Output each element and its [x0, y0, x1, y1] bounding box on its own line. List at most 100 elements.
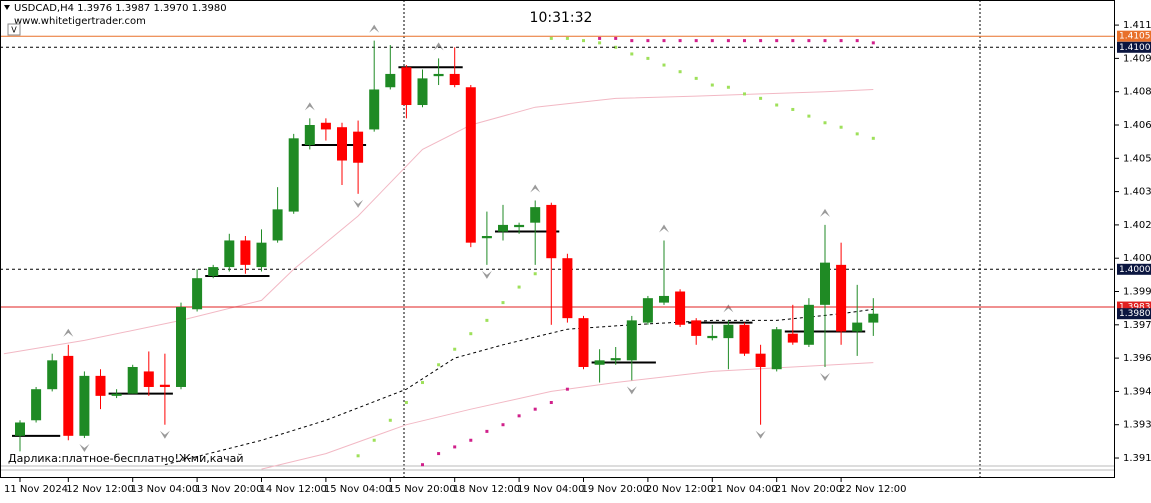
fractal-up: [369, 24, 380, 33]
y-tick-label: 1.3960: [1123, 353, 1151, 364]
candle-body: [659, 295, 669, 303]
price-box-label: 1.3983: [1119, 303, 1151, 313]
price-box: [1117, 301, 1151, 313]
y-tick-label: 1.3945: [1123, 386, 1151, 397]
fractal-up: [63, 328, 74, 337]
candle-body: [127, 366, 138, 394]
x-tick-label: 15 Nov 20:00: [388, 484, 455, 495]
price-box: [1117, 41, 1151, 53]
sar-dot: [775, 39, 779, 43]
plot-area: [0, 24, 1115, 470]
sar-dot: [662, 39, 666, 43]
sar-dot: [614, 45, 618, 49]
candle-body: [820, 262, 830, 305]
sar-dot: [855, 132, 859, 136]
candle-body: [385, 73, 396, 88]
price-box-label: 1.4105: [1119, 32, 1151, 42]
candle-body: [143, 371, 154, 387]
candle-body: [240, 240, 251, 265]
candle-body: [31, 389, 42, 421]
candle-body: [15, 422, 25, 436]
candle-body: [337, 127, 347, 161]
x-tick-label: 19 Nov 04:00: [517, 484, 584, 495]
candle-body: [256, 242, 267, 268]
sar-dot: [823, 39, 827, 43]
sar-dot: [646, 56, 650, 60]
sar-dot: [437, 363, 441, 367]
sar-dot: [549, 401, 553, 405]
candle-body: [47, 360, 58, 390]
button-icon: V: [11, 26, 17, 35]
collapse-icon[interactable]: [4, 5, 10, 10]
sar-dot: [630, 39, 634, 43]
price-box-label: 1.3980: [1119, 309, 1151, 319]
candle-body: [546, 204, 557, 259]
candle-body: [304, 124, 315, 145]
sar-dot: [759, 39, 763, 43]
sar-dot: [533, 407, 537, 411]
candle-body: [675, 291, 686, 325]
candle-body: [803, 304, 814, 345]
sar-dot: [453, 445, 457, 449]
sar-dot: [437, 452, 441, 456]
x-tick-label: 19 Nov 20:00: [582, 484, 649, 495]
sar-dot: [791, 39, 795, 43]
sar-dot: [421, 463, 424, 467]
fractal-up: [304, 102, 315, 111]
sar-dot: [855, 39, 859, 43]
sar-dot: [565, 387, 569, 391]
sar-dot: [839, 125, 843, 129]
candle-body: [642, 298, 653, 323]
candle-body: [95, 375, 106, 396]
sar-dot: [871, 136, 875, 140]
y-tick-label: 1.4020: [1123, 220, 1151, 231]
candle-body: [868, 313, 879, 323]
x-tick-label: 20 Nov 12:00: [646, 484, 713, 495]
candle-body: [626, 320, 637, 361]
fractal-down: [159, 430, 170, 439]
sar-dot: [759, 96, 763, 100]
y-tick-label: 1.4080: [1123, 87, 1151, 98]
plot-frame: [0, 0, 1115, 478]
candle-body: [111, 393, 122, 396]
x-tick-label: 21 Nov 04:00: [710, 484, 777, 495]
chart-subtitle: www.whitetigertrader.com: [14, 16, 146, 27]
one-click-button[interactable]: [7, 23, 21, 36]
candle-body: [192, 278, 203, 310]
candle-body: [578, 318, 589, 367]
candle-body: [465, 87, 476, 243]
sar-dot: [598, 41, 602, 45]
y-tick-label: 1.3975: [1123, 320, 1151, 331]
clock: 10:31:32: [530, 10, 593, 26]
candle-body: [481, 236, 492, 239]
fractal-down: [79, 444, 90, 453]
sar-dot: [517, 414, 521, 418]
sar-dot: [404, 401, 408, 405]
candle-body: [498, 224, 508, 232]
candle-body: [594, 360, 605, 365]
chart-title: USDCAD,H4 1.3976 1.3987 1.3970 1.3980: [14, 3, 227, 14]
fractal-up: [723, 304, 734, 313]
sar-dot: [807, 114, 811, 118]
price-box: [1117, 308, 1151, 320]
candle-body: [159, 384, 170, 387]
candle-body: [79, 375, 90, 436]
price-box: [1117, 30, 1151, 42]
candle-body: [224, 240, 235, 268]
sar-dot: [533, 272, 537, 276]
fractal-down: [353, 199, 364, 208]
candle-body: [208, 267, 219, 276]
sar-dot: [421, 381, 424, 385]
sar-dot: [775, 103, 779, 107]
candle-body: [176, 307, 186, 387]
candle-body: [288, 138, 299, 212]
y-tick-label: 1.3915: [1123, 453, 1151, 464]
sar-dot: [501, 423, 505, 427]
sar-dot: [485, 318, 489, 322]
x-tick-label: 14 Nov 12:00: [260, 484, 327, 495]
sar-dot: [694, 39, 698, 43]
fractal-up: [659, 224, 669, 233]
annotation: Дарлика:платное-бесплатно!Жми,качай: [8, 452, 244, 465]
